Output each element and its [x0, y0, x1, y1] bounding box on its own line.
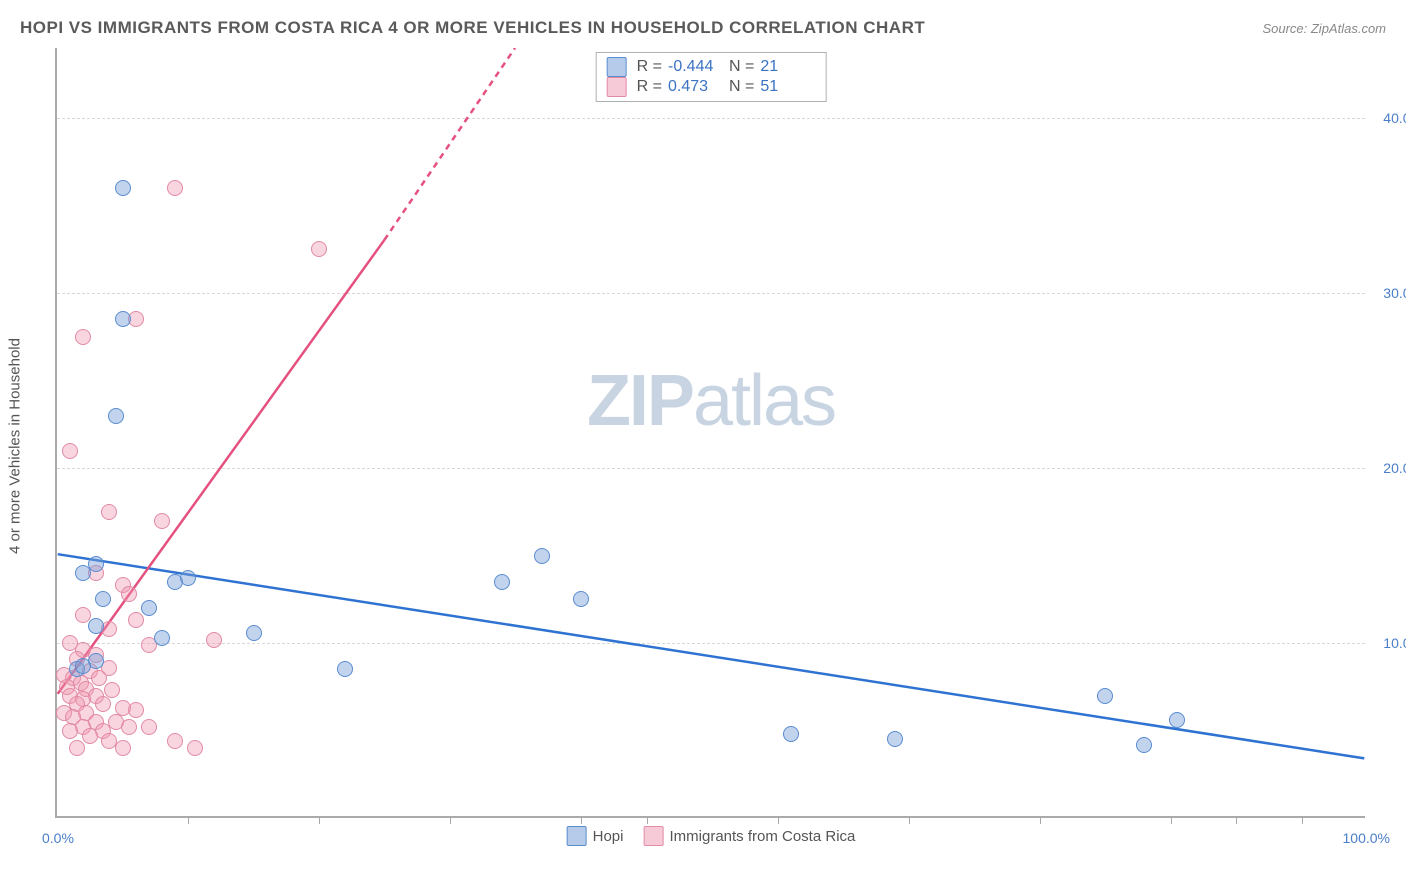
chart-title: HOPI VS IMMIGRANTS FROM COSTA RICA 4 OR …: [20, 18, 925, 38]
pink-point: [101, 504, 117, 520]
chart-source: Source: ZipAtlas.com: [1262, 21, 1386, 36]
pink-point: [128, 612, 144, 628]
watermark: ZIPatlas: [587, 360, 835, 442]
pink-point: [104, 682, 120, 698]
y-tick-label: 30.0%: [1371, 285, 1406, 301]
x-tick: [581, 816, 582, 824]
pink-point: [62, 723, 78, 739]
pink-point: [91, 670, 107, 686]
blue-point: [180, 570, 196, 586]
stats-legend-box: R =-0.444N =21 R =0.473N =51: [596, 52, 827, 102]
blue-point: [246, 625, 262, 641]
blue-point: [1136, 737, 1152, 753]
y-axis-label: 4 or more Vehicles in Household: [7, 338, 24, 554]
pink-point: [82, 728, 98, 744]
x-tick: [1040, 816, 1041, 824]
blue-point: [887, 731, 903, 747]
pink-swatch-icon: [607, 77, 627, 97]
gridline: [57, 468, 1365, 469]
blue-point: [1169, 712, 1185, 728]
pink-point: [128, 702, 144, 718]
gridline: [57, 118, 1365, 119]
blue-point: [494, 574, 510, 590]
blue-point: [534, 548, 550, 564]
x-tick: [778, 816, 779, 824]
pink-point: [95, 696, 111, 712]
x-tick: [319, 816, 320, 824]
pink-point: [69, 740, 85, 756]
x-tick: [1302, 816, 1303, 824]
x-axis-min-label: 0.0%: [42, 830, 74, 846]
pink-point: [167, 733, 183, 749]
x-tick: [1236, 816, 1237, 824]
gridline: [57, 293, 1365, 294]
chart-header: HOPI VS IMMIGRANTS FROM COSTA RICA 4 OR …: [20, 18, 1386, 38]
legend-label: Hopi: [593, 828, 624, 845]
x-tick: [1171, 816, 1172, 824]
legend-item: Immigrants from Costa Rica: [643, 826, 855, 846]
stats-row: R =-0.444N =21: [607, 57, 816, 77]
blue-point: [141, 600, 157, 616]
pink-point: [121, 719, 137, 735]
blue-point: [115, 311, 131, 327]
blue-point: [783, 726, 799, 742]
x-tick: [647, 816, 648, 824]
y-tick-label: 20.0%: [1371, 460, 1406, 476]
blue-swatch-icon: [607, 57, 627, 77]
pink-point: [121, 586, 137, 602]
y-tick-label: 40.0%: [1371, 110, 1406, 126]
x-axis-max-label: 100.0%: [1343, 830, 1390, 846]
blue-point: [573, 591, 589, 607]
blue-point: [88, 618, 104, 634]
pink-point: [115, 740, 131, 756]
blue-point: [337, 661, 353, 677]
pink-point: [141, 719, 157, 735]
x-tick: [450, 816, 451, 824]
y-tick-label: 10.0%: [1371, 635, 1406, 651]
x-tick: [909, 816, 910, 824]
pink-point: [75, 329, 91, 345]
pink-point: [154, 513, 170, 529]
stats-row: R =0.473N =51: [607, 77, 816, 97]
blue-point: [1097, 688, 1113, 704]
pink-point: [206, 632, 222, 648]
blue-point: [88, 556, 104, 572]
blue-point: [75, 658, 91, 674]
pink-point: [62, 443, 78, 459]
pink-swatch-icon: [643, 826, 663, 846]
pink-point: [167, 180, 183, 196]
plot-area: ZIPatlas 10.0%20.0%30.0%40.0% R =-0.444N…: [55, 48, 1365, 818]
blue-point: [108, 408, 124, 424]
trend-lines: [57, 48, 1365, 816]
x-tick: [188, 816, 189, 824]
blue-point: [154, 630, 170, 646]
blue-swatch-icon: [567, 826, 587, 846]
legend-item: Hopi: [567, 826, 624, 846]
stats-text: R =-0.444N =21: [637, 58, 816, 76]
pink-point: [187, 740, 203, 756]
gridline: [57, 643, 1365, 644]
series-legend: Hopi Immigrants from Costa Rica: [567, 826, 856, 846]
stats-text: R =0.473N =51: [637, 78, 816, 96]
blue-point: [95, 591, 111, 607]
pink-point: [311, 241, 327, 257]
blue-point: [115, 180, 131, 196]
legend-label: Immigrants from Costa Rica: [669, 828, 855, 845]
